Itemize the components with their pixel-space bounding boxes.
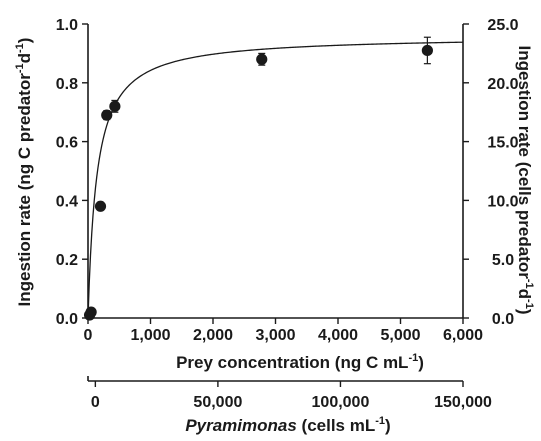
y-tick-label: 0.8 [56,76,78,93]
saturation-fit-curve [87,41,464,319]
y-axis-left-ticks: 0.0 0.2 0.4 0.6 0.8 1.0 [56,17,88,328]
y2-tick-label: 5.0 [492,252,514,269]
y-tick-label: 0.4 [56,193,78,210]
y2-tick-label: 0.0 [492,311,514,328]
data-point [421,44,433,57]
x2-tick-label: 0 [91,394,100,411]
y-axis-right-label: Ingestion rate (cells predator-1d-1) [515,46,535,315]
y2-tick-label: 10.0 [487,193,518,210]
data-point [94,200,107,212]
x-tick-label: 5,000 [380,327,420,344]
x2-tick-label: 50,000 [193,394,242,411]
data-point [101,109,113,121]
y-tick-label: 0.6 [56,135,78,152]
y-tick-label: 1.0 [56,17,78,34]
x2-tick-label: 100,000 [312,394,370,411]
y-axis-right-ticks: 0.0 5.0 10.0 15.0 20.0 25.0 [463,17,519,328]
x-tick-label: 0 [84,327,93,344]
data-point [109,100,121,112]
x-axis-label: Prey concentration (ng C mL-1) [176,352,424,372]
x2-axis-label: Pyramimonas (cells mL-1) [185,415,390,435]
y-tick-label: 0.0 [56,311,78,328]
x-tick-label: 3,000 [255,327,295,344]
y2-tick-label: 25.0 [487,17,518,34]
x2-tick-label: 150,000 [434,394,492,411]
y2-tick-label: 15.0 [487,135,518,152]
data-point [256,53,268,65]
x-tick-label: 2,000 [193,327,233,344]
y-tick-label: 0.2 [56,252,78,269]
x-axis-ticks: 0 1,000 2,000 3,000 4,000 5,000 6,000 [84,318,483,344]
y-axis-left-label: Ingestion rate (ng C predator-1d-1) [14,38,34,307]
x-tick-label: 4,000 [318,327,358,344]
x-tick-label: 6,000 [443,327,483,344]
x-tick-label: 1,000 [130,327,170,344]
x2-axis-ticks: 0 50,000 100,000 150,000 [91,381,492,411]
data-points [83,36,433,321]
y2-tick-label: 20.0 [487,76,518,93]
